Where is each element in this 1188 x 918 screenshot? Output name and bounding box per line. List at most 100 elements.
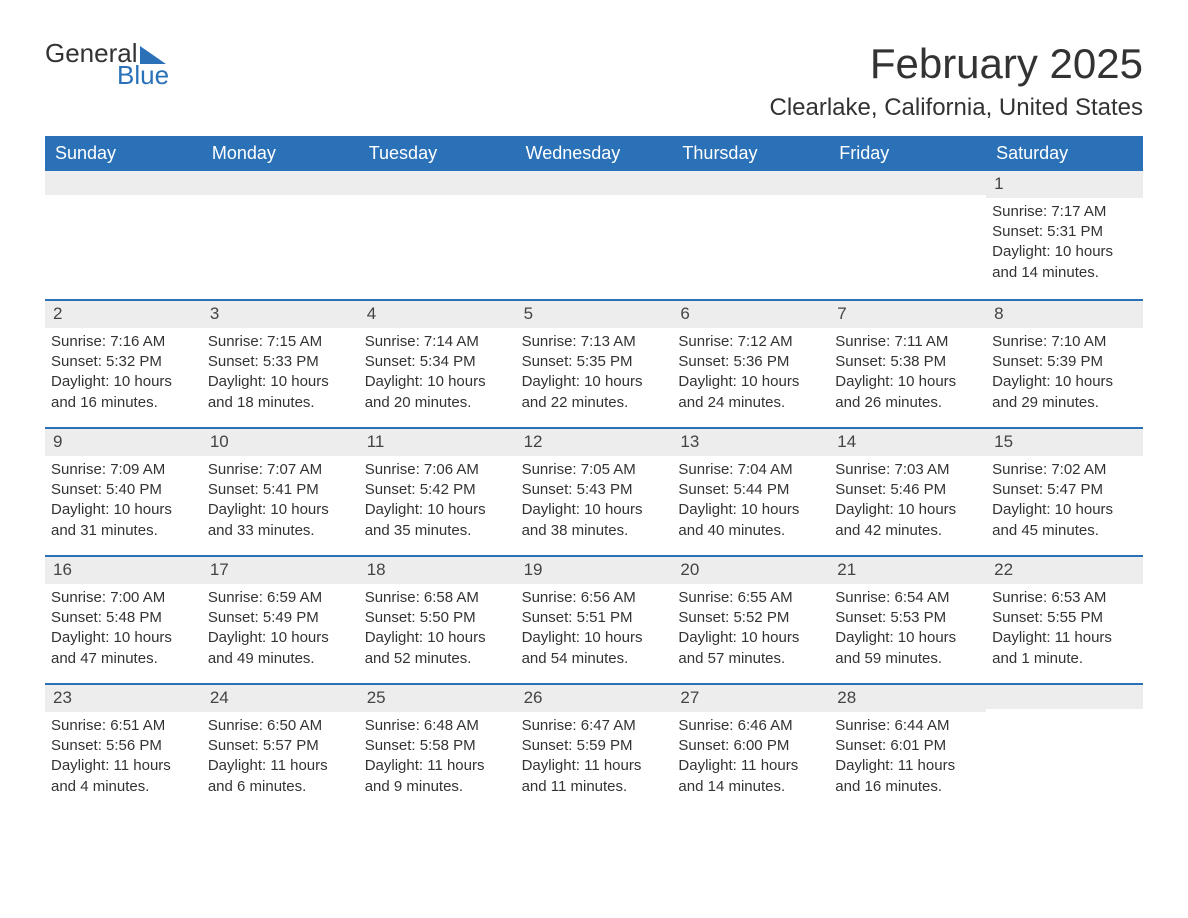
sunrise-text: Sunrise: 6:58 AM [365, 588, 510, 608]
sunset-text: Sunset: 5:48 PM [51, 608, 196, 628]
day-number [45, 171, 202, 195]
sunset-text: Sunset: 5:35 PM [522, 352, 667, 372]
calendar-day-cell [202, 171, 359, 299]
day-number: 6 [672, 301, 829, 328]
calendar-day-cell [829, 171, 986, 299]
calendar-day-cell: 6Sunrise: 7:12 AMSunset: 5:36 PMDaylight… [672, 301, 829, 427]
daylight-text: Daylight: 11 hours and 9 minutes. [365, 756, 510, 797]
location-label: Clearlake, California, United States [769, 94, 1143, 122]
sunrise-text: Sunrise: 6:53 AM [992, 588, 1137, 608]
daylight-text: Daylight: 10 hours and 47 minutes. [51, 628, 196, 669]
daylight-text: Daylight: 10 hours and 26 minutes. [835, 372, 980, 413]
weekday-header: Monday [202, 136, 359, 171]
day-number: 28 [829, 685, 986, 712]
sunrise-text: Sunrise: 7:12 AM [678, 332, 823, 352]
day-number: 10 [202, 429, 359, 456]
day-number [202, 171, 359, 195]
sunset-text: Sunset: 5:31 PM [992, 222, 1137, 242]
day-number: 11 [359, 429, 516, 456]
daylight-text: Daylight: 11 hours and 6 minutes. [208, 756, 353, 797]
daylight-text: Daylight: 11 hours and 11 minutes. [522, 756, 667, 797]
sunset-text: Sunset: 5:58 PM [365, 736, 510, 756]
sunrise-text: Sunrise: 6:44 AM [835, 716, 980, 736]
daylight-text: Daylight: 10 hours and 14 minutes. [992, 242, 1137, 283]
weekday-header-row: Sunday Monday Tuesday Wednesday Thursday… [45, 136, 1143, 171]
sunrise-text: Sunrise: 7:02 AM [992, 460, 1137, 480]
calendar-week-row: 9 Sunrise: 7:09 AMSunset: 5:40 PM Daylight… [45, 427, 1143, 555]
calendar-day-cell: 4Sunrise: 7:14 AMSunset: 5:34 PMDaylight… [359, 301, 516, 427]
day-number: 12 [516, 429, 673, 456]
daylight-text: Daylight: 11 hours and 1 minute. [992, 628, 1137, 669]
sunset-text: Sunset: 5:42 PM [365, 480, 510, 500]
sunset-text: Sunset: 5:39 PM [992, 352, 1137, 372]
title-block: February 2025 Clearlake, California, Uni… [769, 40, 1143, 122]
sunset-text: Sunset: 5:33 PM [208, 352, 353, 372]
daylight-text: Daylight: 10 hours and 33 minutes. [208, 500, 353, 541]
day-number [986, 685, 1143, 709]
calendar-week-row: 1Sunrise: 7:17 AMSunset: 5:31 PMDaylight… [45, 171, 1143, 299]
day-number [672, 171, 829, 195]
calendar-day-cell: 22 Sunrise: 6:53 AMSunset: 5:55 PMDayligh… [986, 557, 1143, 683]
calendar-day-cell: 2Sunrise: 7:16 AMSunset: 5:32 PMDaylight… [45, 301, 202, 427]
calendar-day-cell [45, 171, 202, 299]
sunset-text: Sunset: 5:40 PM [51, 480, 196, 500]
sunrise-text: Sunrise: 6:55 AM [678, 588, 823, 608]
daylight-text: Daylight: 10 hours and 22 minutes. [522, 372, 667, 413]
sunrise-text: Sunrise: 7:14 AM [365, 332, 510, 352]
sunset-text: Sunset: 6:00 PM [678, 736, 823, 756]
month-title: February 2025 [769, 40, 1143, 88]
day-number: 17 [202, 557, 359, 584]
day-number: 23 [45, 685, 202, 712]
day-number: 3 [202, 301, 359, 328]
daylight-text: Daylight: 10 hours and 54 minutes. [522, 628, 667, 669]
calendar-day-cell: 27Sunrise: 6:46 AMSunset: 6:00 PMDayligh… [672, 685, 829, 811]
day-number: 2 [45, 301, 202, 328]
sunset-text: Sunset: 5:51 PM [522, 608, 667, 628]
day-number: 13 [672, 429, 829, 456]
sunset-text: Sunset: 5:46 PM [835, 480, 980, 500]
calendar-day-cell: 3Sunrise: 7:15 AMSunset: 5:33 PMDaylight… [202, 301, 359, 427]
calendar-week-row: 2Sunrise: 7:16 AMSunset: 5:32 PMDaylight… [45, 299, 1143, 427]
sunset-text: Sunset: 5:55 PM [992, 608, 1137, 628]
day-number: 27 [672, 685, 829, 712]
sunset-text: Sunset: 5:49 PM [208, 608, 353, 628]
calendar-day-cell: 12Sunrise: 7:05 AMSunset: 5:43 PMDayligh… [516, 429, 673, 555]
sunrise-text: Sunrise: 7:03 AM [835, 460, 980, 480]
day-number: 25 [359, 685, 516, 712]
sunrise-text: Sunrise: 6:54 AM [835, 588, 980, 608]
calendar-day-cell: 24Sunrise: 6:50 AMSunset: 5:57 PMDayligh… [202, 685, 359, 811]
sunset-text: Sunset: 5:57 PM [208, 736, 353, 756]
daylight-text: Daylight: 10 hours and 35 minutes. [365, 500, 510, 541]
sunrise-text: Sunrise: 7:09 AM [51, 460, 196, 480]
calendar-day-cell: 28Sunrise: 6:44 AMSunset: 6:01 PMDayligh… [829, 685, 986, 811]
calendar-day-cell: 25Sunrise: 6:48 AMSunset: 5:58 PMDayligh… [359, 685, 516, 811]
daylight-text: Daylight: 10 hours and 16 minutes. [51, 372, 196, 413]
day-number: 8 [986, 301, 1143, 328]
daylight-text: Daylight: 10 hours and 59 minutes. [835, 628, 980, 669]
calendar-day-cell [359, 171, 516, 299]
calendar-day-cell: 15Sunrise: 7:02 AMSunset: 5:47 PMDayligh… [986, 429, 1143, 555]
day-number [829, 171, 986, 195]
day-number: 20 [672, 557, 829, 584]
sunset-text: Sunset: 5:52 PM [678, 608, 823, 628]
sunset-text: Sunset: 6:01 PM [835, 736, 980, 756]
daylight-text: Daylight: 10 hours and 40 minutes. [678, 500, 823, 541]
calendar-day-cell: 19Sunrise: 6:56 AMSunset: 5:51 PMDayligh… [516, 557, 673, 683]
sunrise-text: Sunrise: 7:11 AM [835, 332, 980, 352]
sunset-text: Sunset: 5:50 PM [365, 608, 510, 628]
calendar-day-cell: 17Sunrise: 6:59 AMSunset: 5:49 PMDayligh… [202, 557, 359, 683]
calendar-week-row: 23Sunrise: 6:51 AMSunset: 5:56 PMDayligh… [45, 683, 1143, 811]
sunset-text: Sunset: 5:47 PM [992, 480, 1137, 500]
day-number: 22 [986, 557, 1143, 584]
day-number: 24 [202, 685, 359, 712]
daylight-text: Daylight: 10 hours and 42 minutes. [835, 500, 980, 541]
calendar-day-cell [672, 171, 829, 299]
logo-word-blue: Blue [117, 62, 169, 88]
sunrise-text: Sunrise: 7:07 AM [208, 460, 353, 480]
calendar-day-cell: 20Sunrise: 6:55 AMSunset: 5:52 PMDayligh… [672, 557, 829, 683]
header: General Blue February 2025 Clearlake, Ca… [45, 40, 1143, 122]
day-number: 9 [45, 429, 202, 456]
calendar-day-cell: 14Sunrise: 7:03 AMSunset: 5:46 PMDayligh… [829, 429, 986, 555]
sunset-text: Sunset: 5:34 PM [365, 352, 510, 372]
day-number: 5 [516, 301, 673, 328]
